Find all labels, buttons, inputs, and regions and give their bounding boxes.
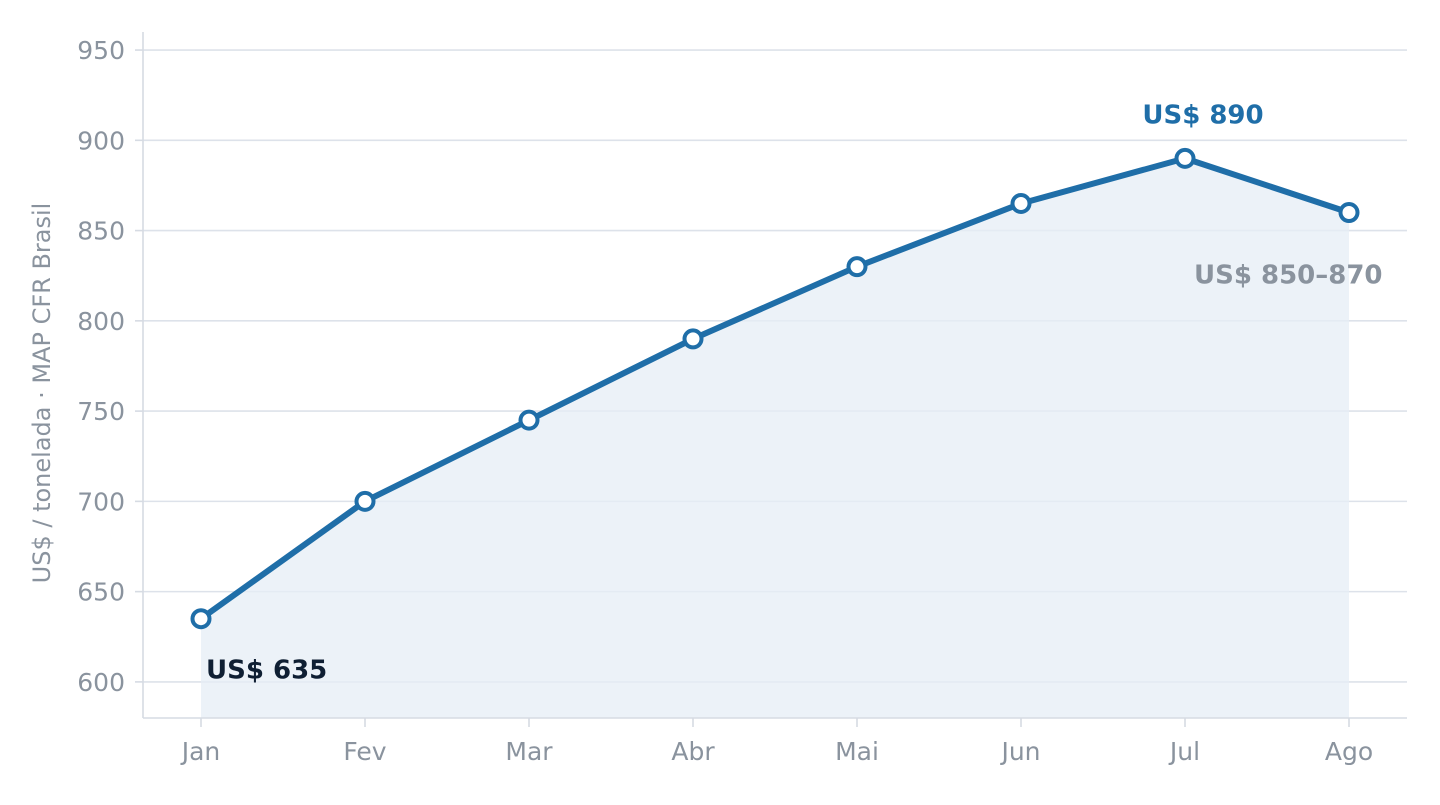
data-point-mai [846,256,868,278]
x-tick-label: Abr [671,737,715,766]
y-axis-ticks: 600 650 700 750 800 850 900 950 [77,36,143,697]
y-tick-label: 800 [77,307,125,336]
data-point-ago [1338,202,1360,224]
data-point-abr [682,328,704,350]
data-point-mar [518,409,540,431]
annotation-jan: US$ 635 [206,656,327,686]
x-axis-ticks: Jan Fev Mar Abr Mai Jun Jul Ago [180,718,1373,766]
axes [142,32,1407,719]
annotation-jul: US$ 890 [1142,100,1263,130]
y-tick-label: 850 [77,217,125,246]
y-tick-label: 900 [77,126,125,155]
y-axis-title: US$ / tonelada · MAP CFR Brasil [28,203,56,584]
x-tick-label: Jul [1168,737,1200,766]
y-tick-label: 650 [77,578,125,607]
data-point-jun [1010,193,1032,214]
series-line [198,155,1352,622]
annotation-ago: US$ 850–870 [1194,261,1383,291]
data-point-jan [190,608,212,630]
data-points [190,147,1360,630]
x-tick-label: Mar [505,737,553,766]
y-tick-label: 600 [77,668,125,697]
data-point-fev [354,490,376,512]
area-fill [201,158,1349,719]
x-tick-label: Fev [343,737,386,766]
x-tick-label: Mai [835,737,879,766]
y-tick-label: 750 [77,397,125,426]
y-tick-label: 950 [77,36,125,65]
annotations: US$ 635 US$ 890 US$ 850–870 [206,100,1383,685]
data-point-jul [1174,147,1196,169]
x-tick-label: Jan [180,737,221,766]
x-tick-label: Jun [999,737,1040,766]
x-tick-label: Ago [1325,737,1373,766]
y-tick-label: 700 [77,487,125,516]
